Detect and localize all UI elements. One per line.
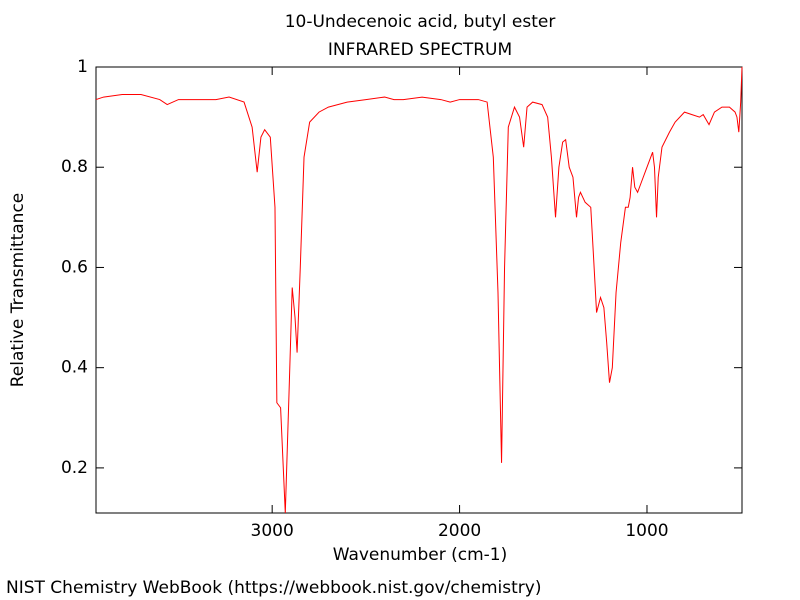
x-tick-label: 3000: [251, 521, 294, 541]
chart-subtitle: INFRARED SPECTRUM: [328, 40, 512, 60]
y-tick-label: 0.8: [61, 157, 88, 177]
x-tick-label: 1000: [625, 521, 668, 541]
chart-title: 10-Undecenoic acid, butyl ester: [285, 12, 556, 32]
plot-frame: [95, 66, 743, 514]
x-axis-label: Wavenumber (cm-1): [333, 545, 508, 565]
y-tick-label: 1: [77, 57, 88, 77]
footer: NIST Chemistry WebBook (https://webbook.…: [6, 578, 541, 598]
x-tick-label: 2000: [438, 521, 481, 541]
spectrum-line: [95, 66, 743, 514]
y-tick-label: 0.4: [61, 358, 88, 378]
y-tick-label: 0.6: [61, 257, 88, 277]
y-axis-label: Relative Transmittance: [8, 193, 28, 388]
y-tick-label: 0.2: [61, 458, 88, 478]
